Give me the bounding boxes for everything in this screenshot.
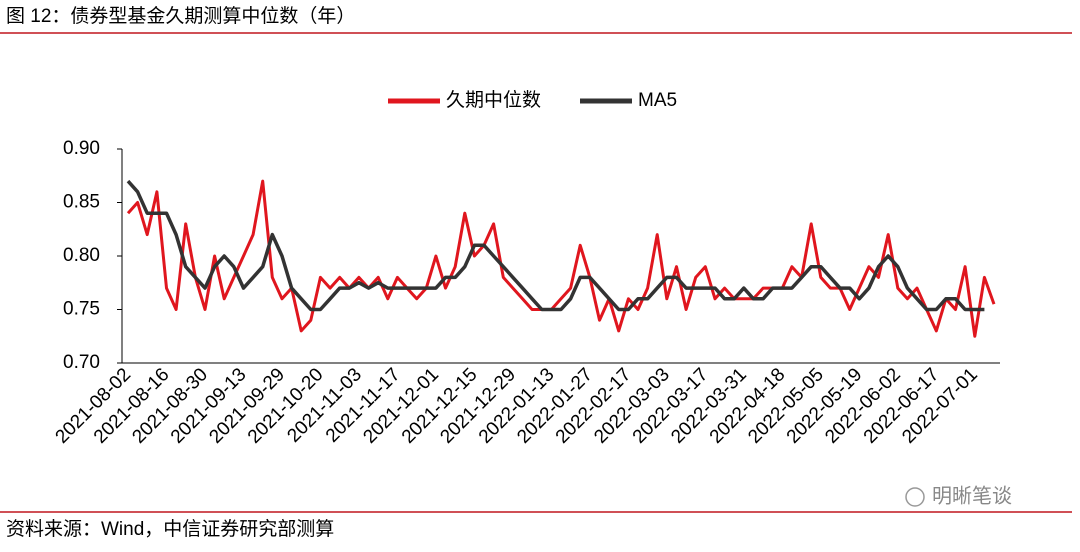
series-line <box>126 179 996 338</box>
figure-title: 图 12：债券型基金久期测算中位数（年） <box>6 5 355 27</box>
y-tick-label: 0.70 <box>63 352 100 373</box>
legend-label: MA5 <box>638 90 677 111</box>
legend-label: 久期中位数 <box>446 89 541 111</box>
watermark: 明晰笔谈 <box>932 484 1012 507</box>
y-tick-label: 0.80 <box>63 245 100 266</box>
y-tick-label: 0.75 <box>63 299 100 320</box>
y-tick-label: 0.90 <box>63 138 100 159</box>
watermark-icon <box>905 487 925 507</box>
y-tick-label: 0.85 <box>63 192 100 213</box>
source-note: 资料来源：Wind，中信证券研究部测算 <box>6 518 334 540</box>
series-line <box>126 179 985 312</box>
